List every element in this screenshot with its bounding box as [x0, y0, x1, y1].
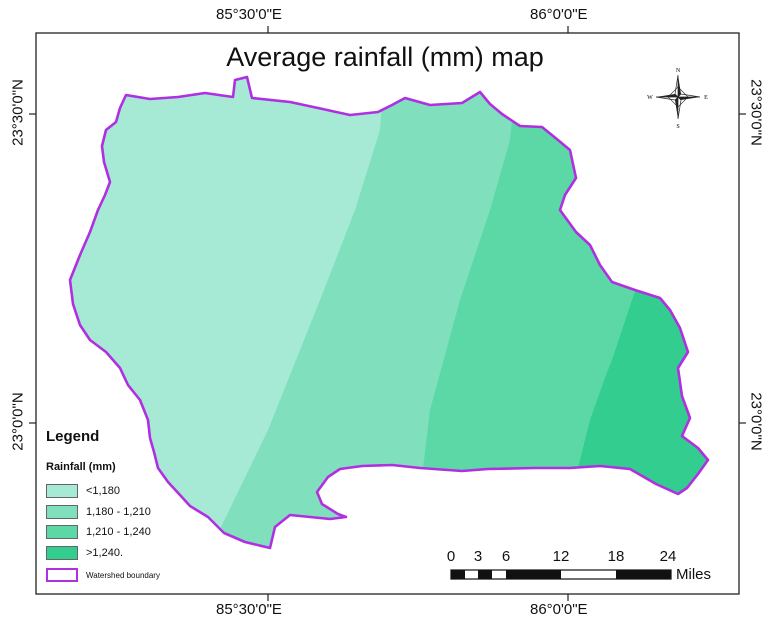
legend-item-label: 1,180 - 1,210 — [86, 506, 151, 518]
legend-item-label: >1,240. — [86, 547, 124, 559]
legend-boundary-label: Watershed boundary — [86, 570, 160, 580]
scale-tick-label: 24 — [659, 548, 677, 565]
legend-swatch — [46, 505, 78, 519]
legend-item-class-4: >1,240. — [46, 544, 123, 562]
legend-swatch — [46, 484, 78, 498]
right-upper-latitude-label: 23°30'0"N — [747, 79, 765, 146]
east-letter: E — [704, 95, 708, 101]
legend-subtitle: Rainfall (mm) — [46, 461, 116, 473]
bottom-right-longitude-label: 86°0'0"E — [530, 601, 588, 618]
top-left-longitude-label: 85°30'0"E — [216, 6, 282, 23]
top-right-longitude-label: 86°0'0"E — [530, 6, 588, 23]
left-lower-latitude-label: 23°0'0"N — [9, 392, 27, 451]
scale-bar — [450, 569, 672, 580]
legend-title: Legend — [46, 428, 100, 445]
legend-item-class-1: <1,180 — [46, 482, 120, 500]
west-letter: W — [647, 95, 653, 101]
left-upper-latitude-label: 23°30'0"N — [9, 79, 27, 146]
scale-tick-label: 3 — [473, 548, 483, 565]
map-title: Average rainfall (mm) map — [226, 42, 544, 72]
south-letter: S — [676, 124, 679, 130]
legend-swatch — [46, 546, 78, 560]
scale-tick-label: 0 — [446, 548, 456, 565]
legend-item-class-3: 1,210 - 1,240 — [46, 523, 151, 541]
legend-item-label: <1,180 — [86, 485, 120, 497]
legend-item-class-2: 1,180 - 1,210 — [46, 503, 151, 521]
scale-tick-label: 18 — [607, 548, 625, 565]
scale-tick-label: 12 — [552, 548, 570, 565]
bottom-left-longitude-label: 85°30'0"E — [216, 601, 282, 618]
scale-unit-label: Miles — [676, 566, 712, 583]
north-arrow-icon: N S E W — [647, 68, 708, 130]
legend-boundary-swatch — [46, 568, 78, 582]
graticule-ticks — [29, 26, 746, 601]
scale-tick-label: 6 — [501, 548, 511, 565]
right-lower-latitude-label: 23°0'0"N — [747, 392, 765, 451]
legend-item-label: 1,210 - 1,240 — [86, 526, 151, 538]
legend-swatch — [46, 525, 78, 539]
north-letter: N — [676, 68, 681, 74]
legend-item-boundary: Watershed boundary — [46, 566, 160, 584]
